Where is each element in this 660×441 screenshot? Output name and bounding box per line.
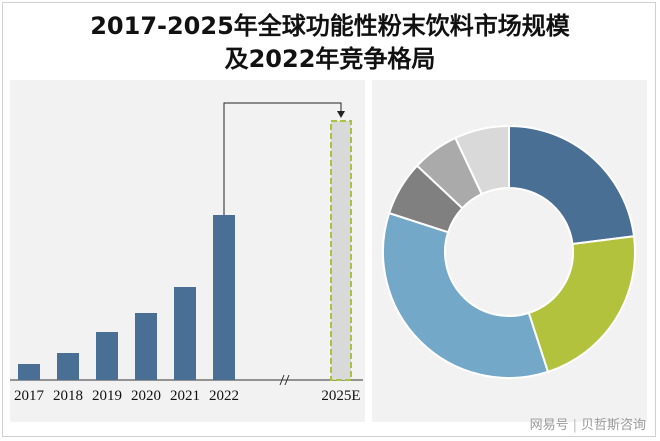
- title-line-1: 2017-2025年全球功能性粉末饮料市场规模: [90, 12, 570, 40]
- bar-2017: [18, 364, 40, 380]
- growth-arrow-head: [337, 111, 345, 118]
- bar-2019: [96, 332, 118, 380]
- bar-2020: [135, 313, 157, 380]
- donut-slice-1: [508, 124, 636, 246]
- bar-2018: [57, 353, 79, 380]
- x-tick-label-2019: 2019: [92, 388, 122, 404]
- axis-break-mark: [284, 374, 290, 386]
- bar-2025E-forecast: [330, 120, 352, 381]
- x-tick-label-2021: 2021: [170, 388, 200, 404]
- watermark-author: 贝哲斯咨询: [580, 418, 646, 433]
- donut-slice-3: [382, 211, 550, 379]
- x-tick-label-2025E: 2025E: [321, 388, 360, 404]
- watermark: 网易号 | 贝哲斯咨询: [530, 414, 646, 433]
- donut-slice-2: [527, 235, 636, 374]
- watermark-separator: |: [572, 418, 577, 433]
- x-tick-label-2018: 2018: [53, 388, 83, 404]
- title-line-2: 及2022年竞争格局: [224, 45, 436, 73]
- bar-2021: [174, 287, 196, 380]
- x-tick-label-2017: 2017: [14, 388, 45, 404]
- donut-slice-6: [454, 124, 510, 196]
- x-tick-label-2020: 2020: [131, 388, 161, 404]
- growth-arrow-line: [223, 102, 342, 215]
- chart-title: 2017-2025年全球功能性粉末饮料市场规模 及2022年竞争格局: [0, 10, 660, 76]
- axis-break-mark: [279, 374, 285, 386]
- watermark-platform: 网易号: [529, 418, 569, 433]
- bar-2022: [213, 215, 235, 380]
- x-tick-label-2022: 2022: [209, 388, 239, 404]
